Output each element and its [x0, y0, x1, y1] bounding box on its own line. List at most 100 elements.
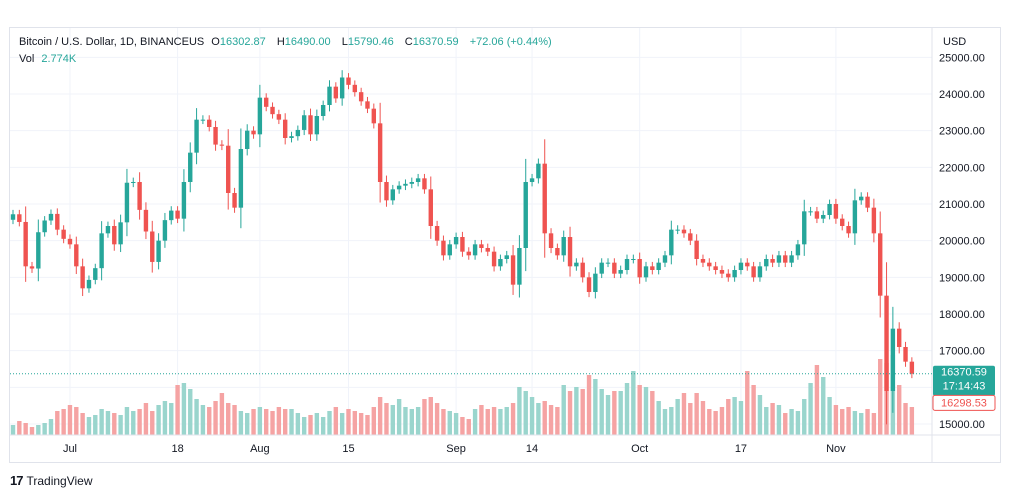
volume-bar	[491, 407, 497, 435]
volume-bar	[593, 379, 598, 435]
candle-body	[605, 262, 611, 264]
y-tick-label: 15000.00	[939, 419, 985, 431]
candle-body	[333, 86, 339, 99]
candle-body	[909, 361, 915, 374]
volume-bar	[504, 407, 509, 435]
footer[interactable]: 17 TradingView	[10, 473, 93, 488]
volume-bar	[523, 391, 528, 435]
candle-body	[694, 240, 699, 259]
close-value: C16370.59	[404, 36, 459, 48]
candle-body	[656, 262, 661, 270]
candle-body	[301, 115, 307, 130]
volume-bar	[865, 409, 870, 435]
candle-body	[738, 262, 744, 270]
candle-body	[865, 196, 870, 208]
candle-body	[181, 182, 187, 219]
candle-body	[852, 200, 858, 234]
volume-bar	[669, 407, 674, 435]
volume-bar	[536, 403, 541, 435]
volume-bars	[10, 355, 915, 435]
candle-body	[460, 237, 465, 252]
candle-body	[631, 259, 636, 260]
volume-bar	[48, 419, 54, 435]
volume-bar	[377, 397, 383, 435]
candle-body	[346, 77, 351, 85]
candle-body	[390, 189, 395, 201]
volume-bar	[169, 403, 174, 435]
volume-bar	[719, 407, 725, 435]
volume-bar	[529, 397, 535, 435]
candle-body	[93, 268, 98, 280]
volume-bar	[10, 425, 16, 435]
candle-body	[282, 119, 288, 138]
symbol-title[interactable]: Bitcoin / U.S. Dollar, 1D, BINANCEUS	[19, 36, 205, 48]
candle-body	[67, 238, 73, 245]
volume-bar	[745, 371, 750, 435]
x-tick-label: 14	[526, 443, 538, 455]
candle-body	[74, 244, 79, 267]
volume-bar	[118, 415, 123, 435]
candle-body	[238, 149, 244, 208]
volume-bar	[352, 411, 358, 435]
volume-bar	[428, 397, 433, 435]
volume-bar	[821, 377, 826, 435]
candle-body	[643, 266, 649, 278]
low-value: L15790.46	[341, 36, 394, 48]
volume-bar	[586, 375, 592, 435]
last-price-text: 16370.59	[941, 367, 987, 379]
candle-body	[757, 266, 763, 278]
volume-bar	[441, 409, 446, 435]
volume-bar	[561, 385, 566, 435]
volume-bar	[846, 407, 851, 435]
candle-body	[840, 218, 845, 226]
y-tick-label: 22000.00	[939, 162, 985, 174]
volume-bar	[245, 413, 250, 435]
x-tick-label: 18	[171, 443, 183, 455]
candle-body	[472, 244, 478, 256]
candle-body	[802, 211, 807, 245]
volume-bar	[871, 413, 877, 435]
candle-body	[118, 222, 123, 245]
candle-body	[821, 215, 826, 219]
volume-bar	[156, 405, 161, 435]
volume-bar	[662, 409, 668, 435]
volume-bar	[42, 423, 47, 435]
candle-body	[42, 220, 47, 233]
y-tick-label: 20000.00	[939, 236, 985, 248]
volume-bar	[365, 415, 370, 435]
volume-bar	[415, 407, 421, 435]
candle-body	[320, 105, 326, 116]
candle-body	[264, 97, 269, 107]
vol-value: 2.774K	[41, 53, 77, 65]
volume-bar	[80, 413, 85, 435]
grid	[10, 28, 932, 435]
volume-bar	[308, 415, 313, 435]
candle-body	[675, 229, 680, 231]
volume-bar	[17, 421, 22, 435]
price-chart[interactable]: 15000.0016000.0017000.0018000.0019000.00…	[10, 28, 1000, 462]
last-price-label: 16370.59 17:14:43	[933, 365, 995, 396]
volume-bar	[472, 409, 478, 435]
volume-bar	[453, 413, 459, 435]
volume-bar	[131, 411, 136, 435]
candle-body	[384, 182, 389, 201]
volume-bar	[200, 405, 206, 435]
candle-body	[523, 182, 528, 248]
tradingview-logo-icon: 17	[10, 473, 24, 488]
candle-body	[453, 237, 459, 245]
volume-bar	[466, 419, 471, 435]
candle-body	[770, 259, 775, 263]
volume-bar	[251, 409, 256, 435]
x-axis[interactable]: Jul 18 Aug 15 Sep 14 Oct 17 Nov	[63, 443, 846, 455]
candle-body	[308, 115, 313, 135]
candle-body	[871, 207, 877, 234]
candle-body	[536, 163, 541, 179]
candle-body	[162, 220, 168, 241]
candle-body	[213, 127, 218, 145]
candle-body	[61, 229, 66, 239]
candle-body	[99, 233, 104, 269]
volume-bar	[840, 409, 845, 435]
volume-bar	[264, 409, 269, 435]
candle-body	[580, 262, 585, 278]
currency-label: USD	[943, 36, 966, 48]
